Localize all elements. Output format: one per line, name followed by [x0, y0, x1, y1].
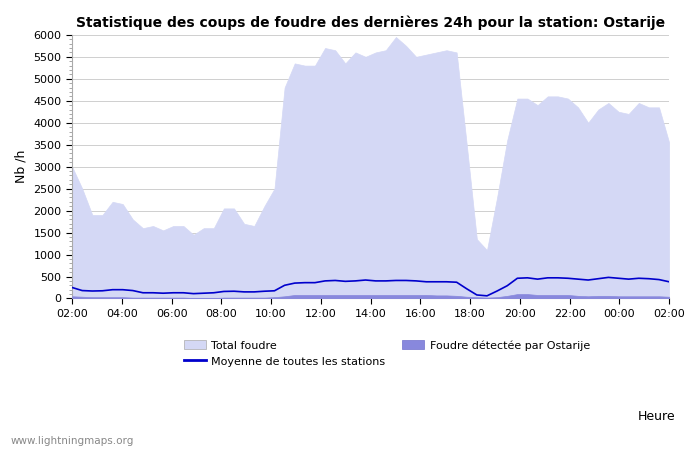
Text: Heure: Heure: [638, 410, 676, 423]
Text: www.lightningmaps.org: www.lightningmaps.org: [10, 436, 134, 446]
Title: Statistique des coups de foudre des dernières 24h pour la station: Ostarije: Statistique des coups de foudre des dern…: [76, 15, 665, 30]
Legend: Total foudre, Moyenne de toutes les stations, Foudre détectée par Ostarije: Total foudre, Moyenne de toutes les stat…: [179, 336, 594, 371]
Y-axis label: Nb /h: Nb /h: [15, 150, 28, 183]
